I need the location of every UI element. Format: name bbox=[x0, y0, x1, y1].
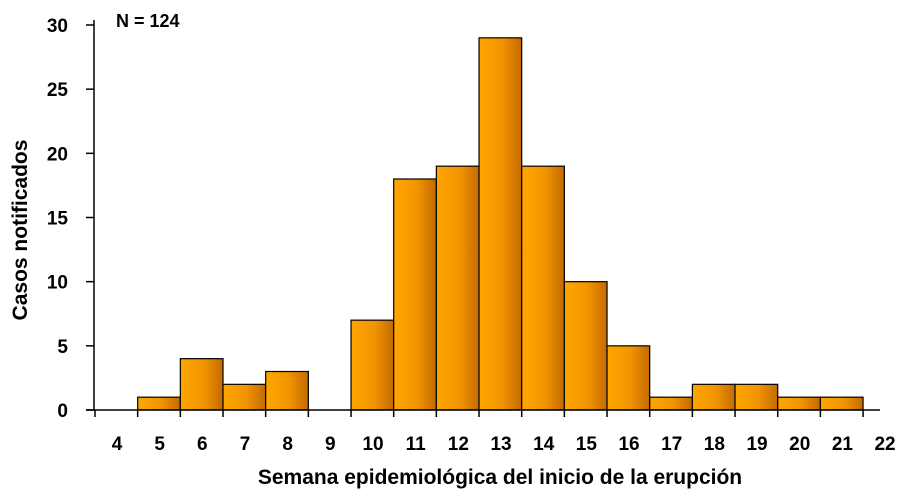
bar-week-7 bbox=[222, 383, 267, 411]
y-axis-title: Casos notificados bbox=[9, 140, 32, 321]
bar-week-13 bbox=[478, 37, 523, 411]
x-tick-label: 22 bbox=[874, 434, 895, 455]
x-ticks-group: 4 5 6 7 8 9 10 11 12 13 14 15 16 17 18 19 20 21 22 bbox=[94, 410, 896, 455]
sample-size-annotation: N = 124 bbox=[116, 11, 180, 31]
x-tick-label: 8 bbox=[282, 434, 293, 455]
bar-week-15 bbox=[563, 281, 608, 411]
x-tick-label: 14 bbox=[533, 434, 555, 455]
bar-week-11 bbox=[393, 178, 437, 411]
x-tick-label: 11 bbox=[406, 434, 427, 455]
bar-week-19 bbox=[734, 383, 779, 411]
x-tick-label: 15 bbox=[576, 434, 598, 455]
bar-week-16 bbox=[606, 345, 651, 411]
bar-week-5 bbox=[137, 396, 181, 411]
x-tick-label: 9 bbox=[325, 434, 336, 455]
y-tick-label: 0 bbox=[57, 401, 68, 422]
y-tick-label: 5 bbox=[57, 337, 68, 358]
bar-week-21 bbox=[819, 396, 864, 411]
x-tick-label: 18 bbox=[704, 434, 725, 455]
y-tick-label: 15 bbox=[47, 209, 69, 230]
x-axis-title: Semana epidemiológica del inicio de la e… bbox=[258, 466, 742, 489]
x-tick-label: 5 bbox=[154, 434, 165, 455]
bar-week-20 bbox=[777, 396, 821, 411]
bar-week-6 bbox=[179, 358, 224, 411]
x-tick-label: 13 bbox=[490, 434, 511, 455]
bar-week-12 bbox=[435, 165, 480, 411]
bar-week-8 bbox=[265, 370, 309, 411]
x-tick-label: 20 bbox=[789, 434, 810, 455]
y-tick-label: 25 bbox=[47, 80, 69, 101]
bar-week-14 bbox=[521, 165, 565, 411]
x-tick-label: 17 bbox=[661, 434, 682, 455]
bars-group bbox=[137, 37, 864, 411]
x-tick-label: 16 bbox=[618, 434, 639, 455]
bar-week-10 bbox=[350, 319, 395, 411]
x-tick-label: 7 bbox=[240, 434, 251, 455]
y-tick-label: 10 bbox=[47, 273, 68, 294]
x-tick-label: 12 bbox=[448, 434, 469, 455]
bar-week-18 bbox=[691, 383, 736, 411]
y-tick-label: 20 bbox=[47, 144, 68, 165]
x-tick-label: 10 bbox=[362, 434, 383, 455]
y-ticks-group: 0 5 10 15 20 25 30 bbox=[47, 16, 94, 422]
x-tick-label: 21 bbox=[832, 434, 854, 455]
x-tick-label: 19 bbox=[746, 434, 767, 455]
x-tick-label: 6 bbox=[197, 434, 208, 455]
x-tick-label: 4 bbox=[112, 434, 123, 455]
bar-week-17 bbox=[649, 396, 693, 411]
y-tick-label: 30 bbox=[47, 16, 68, 37]
